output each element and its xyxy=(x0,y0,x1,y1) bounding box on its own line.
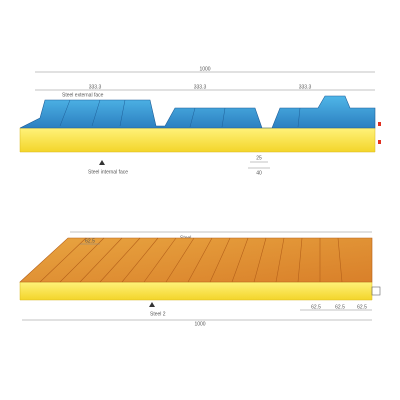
edge-dim: 62.5 xyxy=(335,304,345,310)
ribs xyxy=(59,99,301,128)
core xyxy=(19,281,373,301)
segment-label: 333.3 xyxy=(194,84,207,90)
ribs xyxy=(39,237,343,283)
edge-dim: 62.5 xyxy=(311,304,321,310)
core xyxy=(19,127,376,153)
rib-spacing: 62.5 xyxy=(85,238,95,244)
segment-label: 333.3 xyxy=(89,84,102,90)
steel-sheet xyxy=(19,95,376,129)
bottom-panel: Steel 62.5 Steel 2 1000 62.5 62.5 62.5 xyxy=(19,231,381,327)
width-label: 1000 xyxy=(199,66,210,72)
internal-face-label: Steel internal face xyxy=(88,169,128,175)
top-panel: 1000 333.3 333.3 333.3 Steel external fa… xyxy=(19,66,381,176)
marker xyxy=(99,160,105,165)
steel-sheet xyxy=(19,237,373,283)
rib-dim: 25 xyxy=(256,155,262,161)
bottom-label: Steel 2 xyxy=(150,311,166,317)
external-face-label: Steel external face xyxy=(62,92,104,98)
segment-label: 333.3 xyxy=(299,84,312,90)
rib-dim: 40 xyxy=(256,170,262,176)
marker xyxy=(149,302,155,307)
seal xyxy=(378,122,381,126)
joint xyxy=(371,286,381,296)
seal xyxy=(378,140,381,144)
width-label: 1000 xyxy=(194,321,205,327)
edge-dim: 62.5 xyxy=(357,304,367,310)
